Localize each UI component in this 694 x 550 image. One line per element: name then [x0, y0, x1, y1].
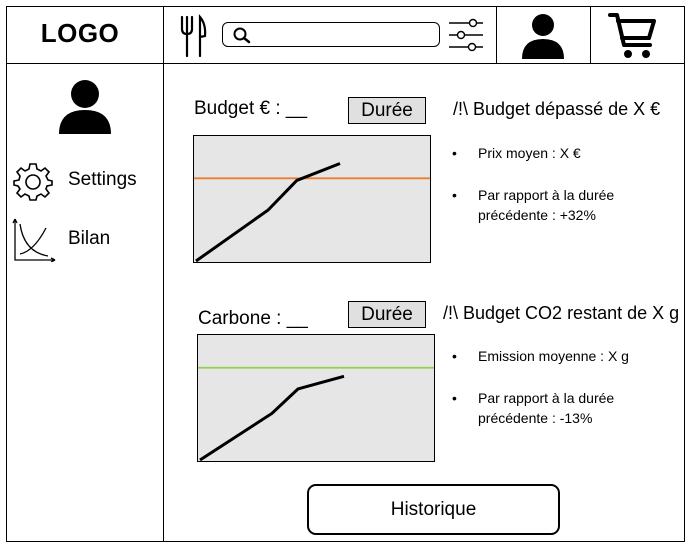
budget-label: Budget € : __: [194, 98, 308, 119]
carbone-warning: /!\ Budget CO2 restant de X g: [443, 303, 680, 323]
carbone-series-line: [199, 374, 345, 461]
list-item: • Prix moyen : X €: [452, 145, 581, 161]
budget-duration-button[interactable]: Durée: [348, 97, 426, 124]
user-icon[interactable]: [520, 13, 566, 60]
search-icon: [233, 27, 251, 44]
budget-stats-list: • Prix moyen : X € • Par rapport à la duré…: [450, 143, 670, 238]
carbone-comparison: Par rapport à la durée précédente : -13%: [478, 390, 615, 426]
budget-warning: /!\ Budget dépassé de X €: [453, 99, 661, 119]
cart-icon[interactable]: [608, 11, 658, 61]
header-separator: [590, 6, 591, 63]
filter-sliders-icon[interactable]: [448, 17, 484, 53]
header-separator: [496, 6, 497, 63]
sidebar-item-bilan[interactable]: Bilan: [68, 228, 111, 249]
list-item: • Par rapport à la durée précédente : -13…: [452, 390, 615, 426]
carbone-chart: [197, 334, 435, 462]
header-divider: [6, 63, 685, 64]
list-item: • Emission moyenne : X g: [452, 348, 629, 364]
budget-comparison: Par rapport à la durée précédente : +32%: [478, 187, 615, 223]
history-button[interactable]: Historique: [307, 484, 560, 535]
logo[interactable]: LOGO: [40, 18, 120, 48]
chart-icon[interactable]: [12, 218, 56, 262]
app-frame: [6, 6, 685, 542]
carbone-duration-button[interactable]: Durée: [348, 301, 426, 328]
budget-series-line: [195, 162, 341, 262]
carbone-stats-list: • Emission moyenne : X g • Par rapport à l…: [450, 346, 670, 441]
list-item: • Par rapport à la durée précédente : +32…: [452, 187, 615, 223]
carbone-label: Carbone : __: [198, 308, 308, 329]
restaurant-icon[interactable]: [178, 14, 208, 58]
sidebar-divider: [163, 6, 164, 542]
sidebar-item-settings[interactable]: Settings: [68, 169, 137, 190]
gear-icon[interactable]: [13, 161, 53, 201]
search-input[interactable]: [222, 22, 440, 47]
budget-chart: [193, 135, 431, 263]
budget-avg-price: Prix moyen : X €: [478, 145, 581, 161]
profile-avatar-icon[interactable]: [58, 79, 112, 135]
carbone-avg-emission: Emission moyenne : X g: [478, 348, 629, 364]
